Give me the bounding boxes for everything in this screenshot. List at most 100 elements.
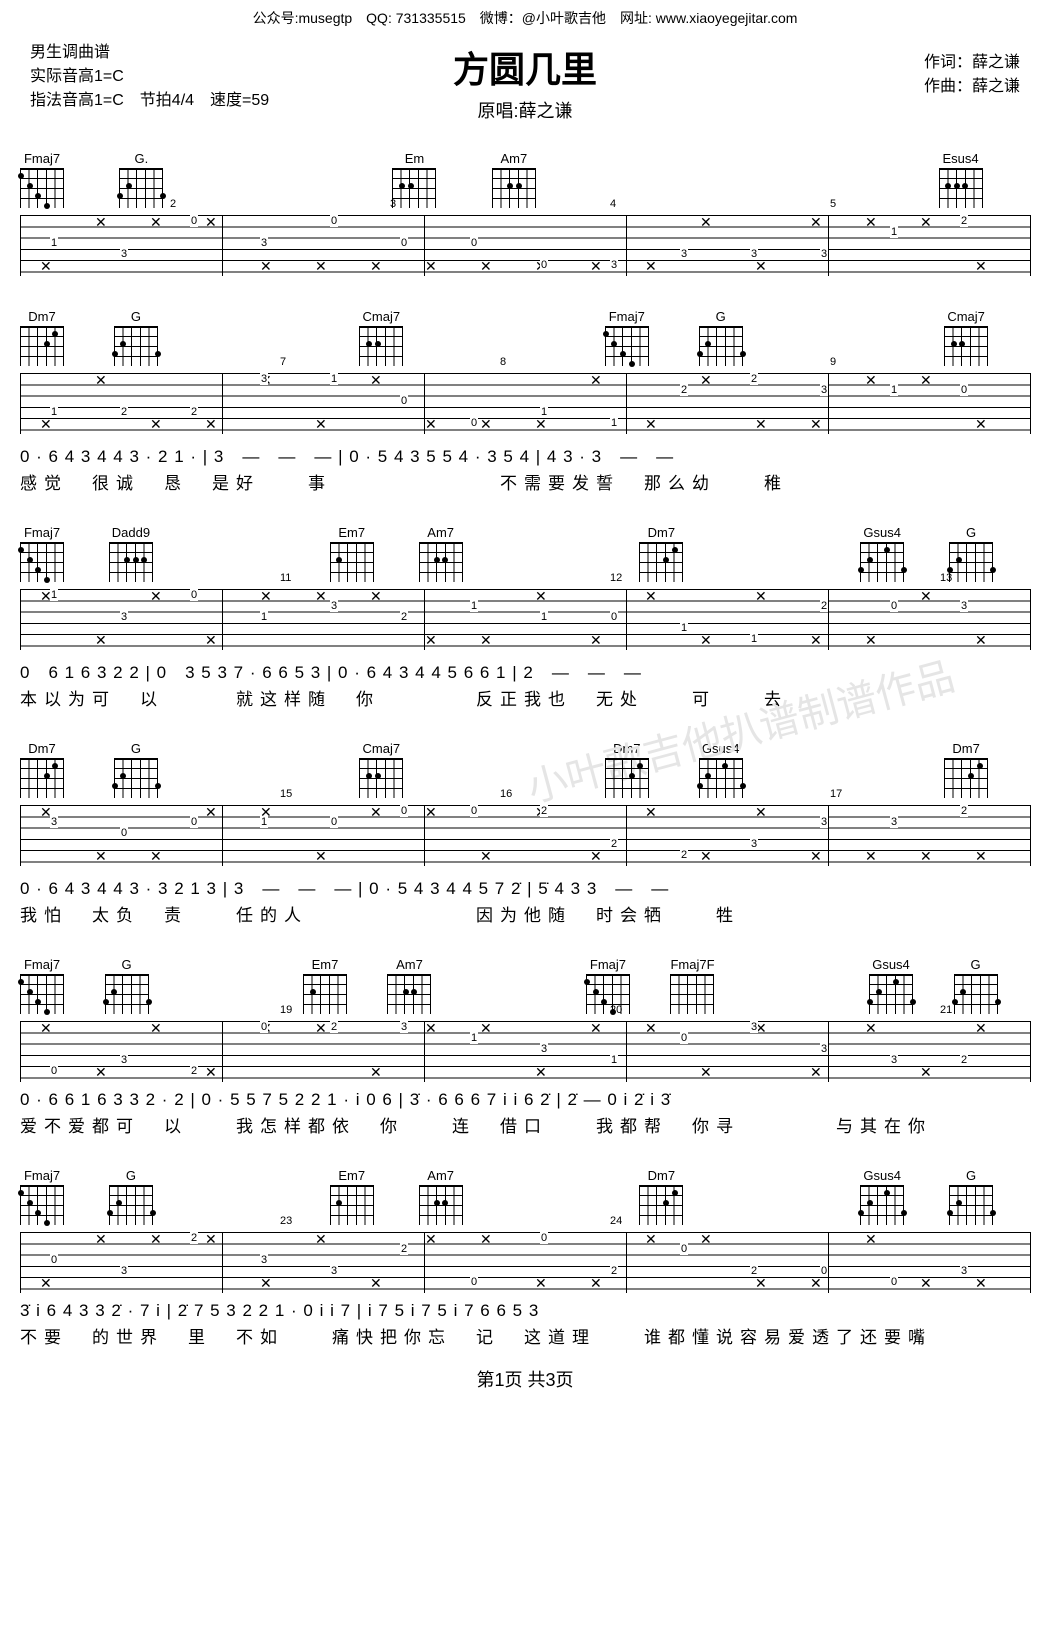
chord-diagram: Am7 — [492, 151, 536, 208]
fret-number: 0 — [680, 1243, 688, 1255]
fret-number: 3 — [750, 838, 758, 850]
mute-mark: ✕ — [535, 1275, 547, 1292]
mute-mark: ✕ — [865, 372, 877, 389]
lyrics: 本以为可 以 就这样随 你 反正我也 无处 可 去 — [20, 685, 1030, 710]
fret-number: 3 — [50, 816, 58, 828]
mute-mark: ✕ — [810, 1064, 822, 1081]
fret-number: 1 — [610, 417, 618, 429]
mute-mark: ✕ — [95, 372, 107, 389]
fret-number: 2 — [400, 1243, 408, 1255]
chord-diagram: Gsus4 — [860, 1168, 904, 1225]
mute-mark: ✕ — [150, 214, 162, 231]
mute-mark: ✕ — [865, 1020, 877, 1037]
fret-number: 3 — [330, 1265, 338, 1277]
fretboard — [860, 542, 904, 582]
chord-name: Dm7 — [944, 741, 988, 756]
chord-diagram: Am7 — [419, 1168, 463, 1225]
fretboard — [939, 168, 983, 208]
mute-mark: ✕ — [150, 848, 162, 865]
mute-mark: ✕ — [975, 632, 987, 649]
fretboard — [869, 974, 913, 1014]
fret-number: 0 — [680, 1032, 688, 1044]
mute-mark: ✕ — [315, 1020, 327, 1037]
jianpu-notation: 0 · 6 6 1 6 3 3 2 · 2 | 0 · 5 5 7 5 2 2 … — [20, 1090, 1030, 1110]
left-info: 男生调曲谱 实际音高1=C 指法音高1=C 节拍4/4 速度=59 — [30, 41, 269, 113]
mute-mark: ✕ — [920, 1275, 932, 1292]
mute-mark: ✕ — [700, 214, 712, 231]
chord-name: Gsus4 — [860, 1168, 904, 1183]
mute-mark: ✕ — [95, 214, 107, 231]
mute-mark: ✕ — [700, 848, 712, 865]
fretboard — [639, 1185, 683, 1225]
system: Fmaj7GEm7Am7Fmaj7Fmaj7FGsus4G192021✕✕✕✕✕… — [20, 944, 1030, 1137]
fret-number: 2 — [540, 805, 548, 817]
tab-staff: 789✕✕✕✕✕✕✕✕✕✕✕✕✕✕✕✕✕✕12231001122310 — [20, 368, 1030, 436]
fret-number: 2 — [960, 1054, 968, 1066]
tab-staff: 151617✕✕✕✕✕✕✕✕✕✕✕✕✕✕✕✕✕✕30010002223332 — [20, 800, 1030, 868]
fret-number: 0 — [260, 1021, 268, 1033]
chord-name: G — [699, 309, 743, 324]
fret-number: 0 — [470, 237, 478, 249]
chord-name: G — [949, 525, 993, 540]
chord-diagram: Dm7 — [639, 525, 683, 582]
fret-number: 2 — [400, 611, 408, 623]
fret-number: 0 — [960, 384, 968, 396]
mute-mark: ✕ — [535, 1064, 547, 1081]
mute-mark: ✕ — [40, 1275, 52, 1292]
mute-mark: ✕ — [975, 1275, 987, 1292]
fret-number: 3 — [400, 1021, 408, 1033]
fret-number: 0 — [470, 805, 478, 817]
fretboard — [949, 1185, 993, 1225]
fretboard — [330, 542, 374, 582]
mute-mark: ✕ — [865, 632, 877, 649]
fretboard — [605, 758, 649, 798]
fretboard — [114, 326, 158, 366]
mute-mark: ✕ — [645, 1020, 657, 1037]
fret-number: 2 — [330, 1021, 338, 1033]
mute-mark: ✕ — [95, 1231, 107, 1248]
mute-mark: ✕ — [755, 588, 767, 605]
fret-number: 2 — [120, 406, 128, 418]
chord-diagram: Esus4 — [939, 151, 983, 208]
chord-diagram: Fmaj7 — [605, 309, 649, 366]
mute-mark: ✕ — [480, 416, 492, 433]
mute-mark: ✕ — [40, 1020, 52, 1037]
key-actual: 实际音高1=C — [30, 65, 269, 89]
fretboard — [119, 168, 163, 208]
mute-mark: ✕ — [260, 258, 272, 275]
lyricist: 作词：薛之谦 — [924, 51, 1020, 75]
fretboard — [944, 758, 988, 798]
mute-mark: ✕ — [590, 848, 602, 865]
fretboard — [699, 758, 743, 798]
fret-number: 3 — [120, 1265, 128, 1277]
fret-number: 1 — [540, 406, 548, 418]
fret-number: 3 — [540, 1043, 548, 1055]
chord-name: Gsus4 — [699, 741, 743, 756]
mute-mark: ✕ — [205, 804, 217, 821]
fretboard — [392, 168, 436, 208]
mute-mark: ✕ — [315, 416, 327, 433]
lyrics: 我怕 太负 责 任的人 因为他随 时会牺 牲 — [20, 901, 1030, 926]
chord-diagram: Dm7 — [605, 741, 649, 798]
fret-number: 3 — [820, 1043, 828, 1055]
chord-diagram: Em7 — [303, 957, 347, 1014]
lyrics: 感觉 很诚 恳 是好 事 不需要发誓 那么幼 稚 — [20, 469, 1030, 494]
fretboard — [586, 974, 630, 1014]
fret-number: 1 — [890, 226, 898, 238]
mute-mark: ✕ — [315, 588, 327, 605]
header: 男生调曲谱 实际音高1=C 指法音高1=C 节拍4/4 速度=59 方圆几里 原… — [0, 36, 1050, 138]
mute-mark: ✕ — [590, 258, 602, 275]
system: Fmaj7G.EmAm7Esus42345✕✕✕✕✕✕✕✕✕✕✕✕✕✕✕✕✕✕1… — [20, 138, 1030, 278]
fret-number: 1 — [680, 622, 688, 634]
chord-row: Dm7GCmaj7Fmaj7GCmaj7 — [20, 296, 1030, 366]
tab-staff: 111213✕✕✕✕✕✕✕✕✕✕✕✕✕✕✕✕✕✕13013211011203 — [20, 584, 1030, 652]
chord-diagram: Fmaj7 — [20, 1168, 64, 1225]
chord-name: Dm7 — [639, 525, 683, 540]
mute-mark: ✕ — [810, 632, 822, 649]
chord-name: Cmaj7 — [944, 309, 988, 324]
fret-number: 1 — [540, 611, 548, 623]
footer: 第1页 共3页 — [0, 1366, 1050, 1392]
fret-number: 2 — [960, 215, 968, 227]
fretboard — [20, 758, 64, 798]
chord-name: Fmaj7 — [20, 1168, 64, 1183]
